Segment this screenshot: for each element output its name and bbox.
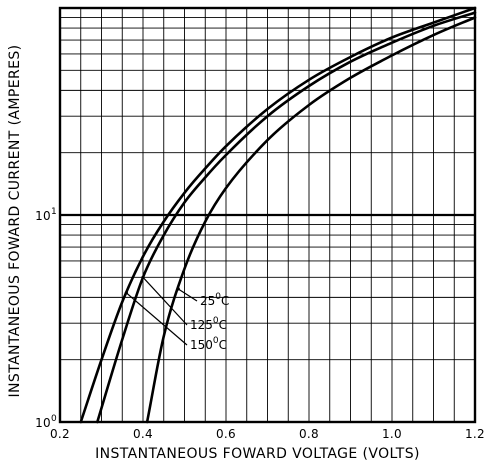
x-axis-title: INSTANTANEOUS FOWARD VOLTAGE (VOLTS) — [95, 446, 420, 462]
y-tick-label: 101 — [35, 207, 57, 223]
y-tick-label: 100 — [35, 414, 57, 430]
x-tick-label: 0.6 — [216, 427, 236, 441]
legend-leaders — [124, 275, 198, 346]
curve-series-2 — [145, 16, 477, 424]
grid — [60, 8, 475, 422]
x-tick-label: 0.2 — [50, 427, 70, 441]
series-label-1: 1250C — [190, 316, 227, 332]
leader-line-series-2 — [177, 288, 198, 302]
series-label-0: 1500C — [190, 336, 227, 352]
leader-tip-series-2 — [176, 287, 180, 291]
tick-labels: 0.2 0.4 0.6 0.8 1.0 1.2 100 101 — [35, 207, 485, 441]
y-axis-title: INSTANTANEOUS FOWARD CURRENT (AMPERES) — [7, 45, 23, 398]
leader-line-series-1 — [142, 276, 188, 326]
curves — [79, 6, 477, 424]
plot-frame — [58, 6, 477, 424]
x-tick-label: 1.0 — [382, 427, 402, 441]
series-labels: 1500C 1250C 250C — [190, 292, 229, 352]
x-tick-label: 0.8 — [299, 427, 319, 441]
curve-series-1 — [96, 11, 477, 424]
leader-tip-series-0 — [124, 291, 128, 295]
x-tick-label: 0.4 — [133, 427, 153, 441]
curve-series-0 — [79, 6, 477, 424]
series-label-2: 250C — [200, 292, 229, 308]
leader-line-series-0 — [126, 292, 188, 346]
x-tick-label: 1.2 — [465, 427, 485, 441]
leader-tip-series-1 — [141, 275, 145, 279]
